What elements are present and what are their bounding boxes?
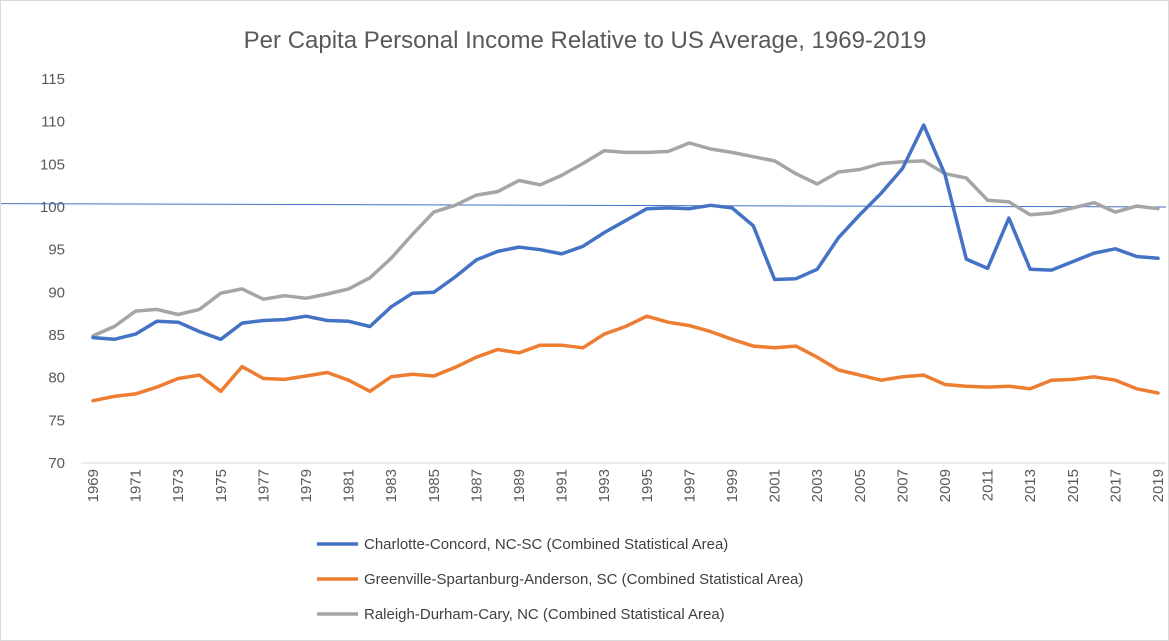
x-tick-label: 2015 xyxy=(1065,469,1082,502)
legend: Charlotte-Concord, NC-SC (Combined Stati… xyxy=(317,536,803,623)
x-tick-label: 1999 xyxy=(724,469,741,502)
x-tick-label: 2009 xyxy=(937,469,954,502)
x-axis-ticks: 1969 1971 1973 1975 1977 1979 1981 1983 1985 1987… xyxy=(85,469,1167,502)
y-axis-ticks: 70 75 80 85 90 95 100 105 110 115 xyxy=(40,71,65,472)
x-tick-label: 2013 xyxy=(1022,469,1039,502)
y-tick-label: 95 xyxy=(48,242,65,259)
legend-label: Charlotte-Concord, NC-SC (Combined Stati… xyxy=(364,536,728,553)
y-tick-label: 75 xyxy=(48,412,65,429)
x-tick-label: 1983 xyxy=(383,469,400,502)
x-tick-label: 2005 xyxy=(852,469,869,502)
y-tick-label: 100 xyxy=(40,199,65,216)
x-tick-label: 2003 xyxy=(809,469,826,502)
x-tick-label: 1993 xyxy=(596,469,613,502)
y-tick-label: 110 xyxy=(41,114,65,131)
x-tick-label: 1981 xyxy=(341,469,358,502)
x-tick-label: 2001 xyxy=(767,469,784,502)
series-line xyxy=(91,123,1160,342)
series-lines xyxy=(91,123,1160,403)
x-tick-label: 1977 xyxy=(255,469,272,502)
y-tick-label: 70 xyxy=(48,455,65,472)
x-tick-label: 1975 xyxy=(213,469,230,502)
series-line xyxy=(91,141,1160,338)
x-tick-label: 1971 xyxy=(128,469,145,502)
x-tick-label: 1973 xyxy=(170,469,187,502)
reference-line-group xyxy=(1,203,1167,208)
y-tick-label: 115 xyxy=(41,71,65,88)
legend-label: Raleigh-Durham-Cary, NC (Combined Statis… xyxy=(364,606,725,623)
reference-line xyxy=(1,203,1167,208)
x-tick-label: 1997 xyxy=(681,469,698,502)
x-tick-label: 2019 xyxy=(1150,469,1167,502)
x-tick-label: 2007 xyxy=(894,469,911,502)
series-line xyxy=(91,314,1160,403)
y-tick-label: 85 xyxy=(48,327,65,344)
y-tick-label: 90 xyxy=(48,284,65,301)
chart-title: Per Capita Personal Income Relative to U… xyxy=(244,27,927,54)
x-tick-label: 1987 xyxy=(468,469,485,502)
legend-label: Greenville-Spartanburg-Anderson, SC (Com… xyxy=(364,571,803,588)
x-tick-label: 2017 xyxy=(1107,469,1124,502)
y-tick-label: 80 xyxy=(48,370,65,387)
x-tick-label: 1985 xyxy=(426,469,443,502)
x-tick-label: 2011 xyxy=(980,469,997,501)
x-tick-label: 1979 xyxy=(298,469,315,502)
x-tick-label: 1991 xyxy=(554,469,571,502)
x-tick-label: 1969 xyxy=(85,469,102,502)
x-tick-label: 1995 xyxy=(639,469,656,502)
y-tick-label: 105 xyxy=(40,156,65,173)
x-tick-label: 1989 xyxy=(511,469,528,502)
